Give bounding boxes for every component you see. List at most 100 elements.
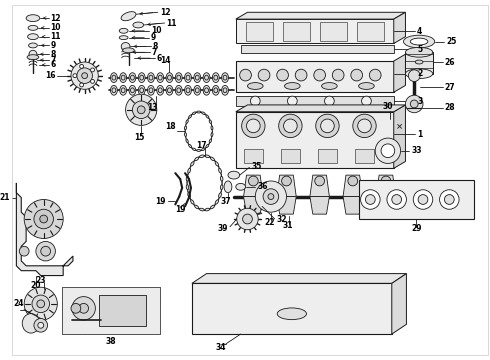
Circle shape	[375, 138, 400, 163]
Text: 5: 5	[417, 45, 422, 54]
Text: 8: 8	[153, 42, 158, 51]
Ellipse shape	[211, 126, 213, 130]
Circle shape	[314, 69, 325, 81]
Text: 6: 6	[50, 60, 56, 69]
Ellipse shape	[175, 73, 182, 82]
Ellipse shape	[205, 75, 208, 80]
Ellipse shape	[186, 176, 189, 181]
Ellipse shape	[197, 111, 201, 113]
Ellipse shape	[189, 115, 192, 118]
Ellipse shape	[212, 73, 219, 82]
Ellipse shape	[236, 183, 245, 190]
Text: 35: 35	[251, 162, 262, 171]
Ellipse shape	[405, 48, 433, 57]
Ellipse shape	[201, 148, 205, 150]
Ellipse shape	[168, 88, 172, 93]
Ellipse shape	[112, 75, 116, 80]
Circle shape	[72, 297, 96, 320]
Ellipse shape	[177, 75, 181, 80]
Text: 23: 23	[35, 276, 46, 285]
Ellipse shape	[185, 132, 187, 136]
Text: 12: 12	[50, 14, 61, 23]
Ellipse shape	[196, 88, 199, 93]
Text: 3: 3	[417, 96, 422, 105]
Ellipse shape	[140, 88, 144, 93]
Circle shape	[362, 96, 371, 106]
Ellipse shape	[205, 208, 210, 211]
Ellipse shape	[223, 88, 227, 93]
Circle shape	[353, 114, 376, 138]
Circle shape	[263, 189, 279, 204]
Ellipse shape	[194, 85, 201, 95]
Bar	[236, 112, 394, 168]
Text: 29: 29	[411, 224, 421, 233]
Polygon shape	[394, 54, 405, 92]
Ellipse shape	[186, 185, 189, 190]
Text: 8: 8	[50, 50, 56, 59]
Polygon shape	[277, 175, 296, 197]
Text: 10: 10	[151, 26, 161, 35]
Text: 16: 16	[45, 71, 55, 80]
Text: 9: 9	[50, 41, 56, 50]
Circle shape	[381, 176, 391, 186]
Bar	[62, 287, 160, 334]
Ellipse shape	[149, 75, 153, 80]
Ellipse shape	[185, 126, 187, 130]
Ellipse shape	[26, 15, 40, 22]
Ellipse shape	[177, 88, 181, 93]
Ellipse shape	[224, 181, 232, 193]
Bar	[283, 22, 310, 41]
Circle shape	[444, 195, 454, 204]
Circle shape	[36, 242, 55, 261]
Bar	[281, 149, 300, 163]
Circle shape	[19, 246, 29, 256]
Bar	[405, 52, 433, 74]
Text: 14: 14	[160, 55, 171, 64]
Circle shape	[71, 303, 81, 313]
Circle shape	[34, 319, 48, 332]
Circle shape	[418, 195, 428, 204]
Text: 36: 36	[257, 182, 268, 191]
Ellipse shape	[120, 85, 126, 95]
Ellipse shape	[199, 155, 204, 158]
Ellipse shape	[130, 75, 134, 80]
Circle shape	[315, 176, 324, 186]
Bar	[241, 45, 394, 53]
Circle shape	[240, 69, 251, 81]
Text: 37: 37	[220, 197, 231, 206]
Ellipse shape	[138, 73, 145, 82]
Circle shape	[243, 214, 252, 224]
Text: 39: 39	[218, 224, 228, 233]
Ellipse shape	[214, 88, 218, 93]
Ellipse shape	[195, 157, 199, 161]
Ellipse shape	[22, 314, 40, 333]
Text: 24: 24	[13, 299, 24, 308]
Text: 13: 13	[147, 103, 157, 112]
Circle shape	[255, 181, 287, 212]
Ellipse shape	[140, 75, 144, 80]
Text: 2: 2	[417, 69, 422, 78]
Text: 31: 31	[282, 221, 293, 230]
Ellipse shape	[186, 139, 188, 143]
Ellipse shape	[189, 144, 192, 148]
Circle shape	[125, 94, 157, 125]
Circle shape	[324, 96, 334, 106]
Circle shape	[312, 189, 327, 204]
Circle shape	[332, 69, 344, 81]
Ellipse shape	[175, 85, 182, 95]
Ellipse shape	[285, 82, 300, 89]
Text: 30: 30	[383, 102, 393, 111]
Circle shape	[80, 83, 84, 87]
Ellipse shape	[147, 73, 154, 82]
Polygon shape	[244, 175, 263, 197]
Circle shape	[40, 215, 48, 223]
Bar	[355, 149, 374, 163]
Circle shape	[369, 69, 381, 81]
Ellipse shape	[133, 22, 144, 28]
Circle shape	[295, 69, 307, 81]
Ellipse shape	[122, 48, 134, 53]
Circle shape	[246, 119, 260, 133]
Bar	[318, 149, 337, 163]
Bar	[192, 283, 392, 334]
Circle shape	[361, 190, 380, 209]
